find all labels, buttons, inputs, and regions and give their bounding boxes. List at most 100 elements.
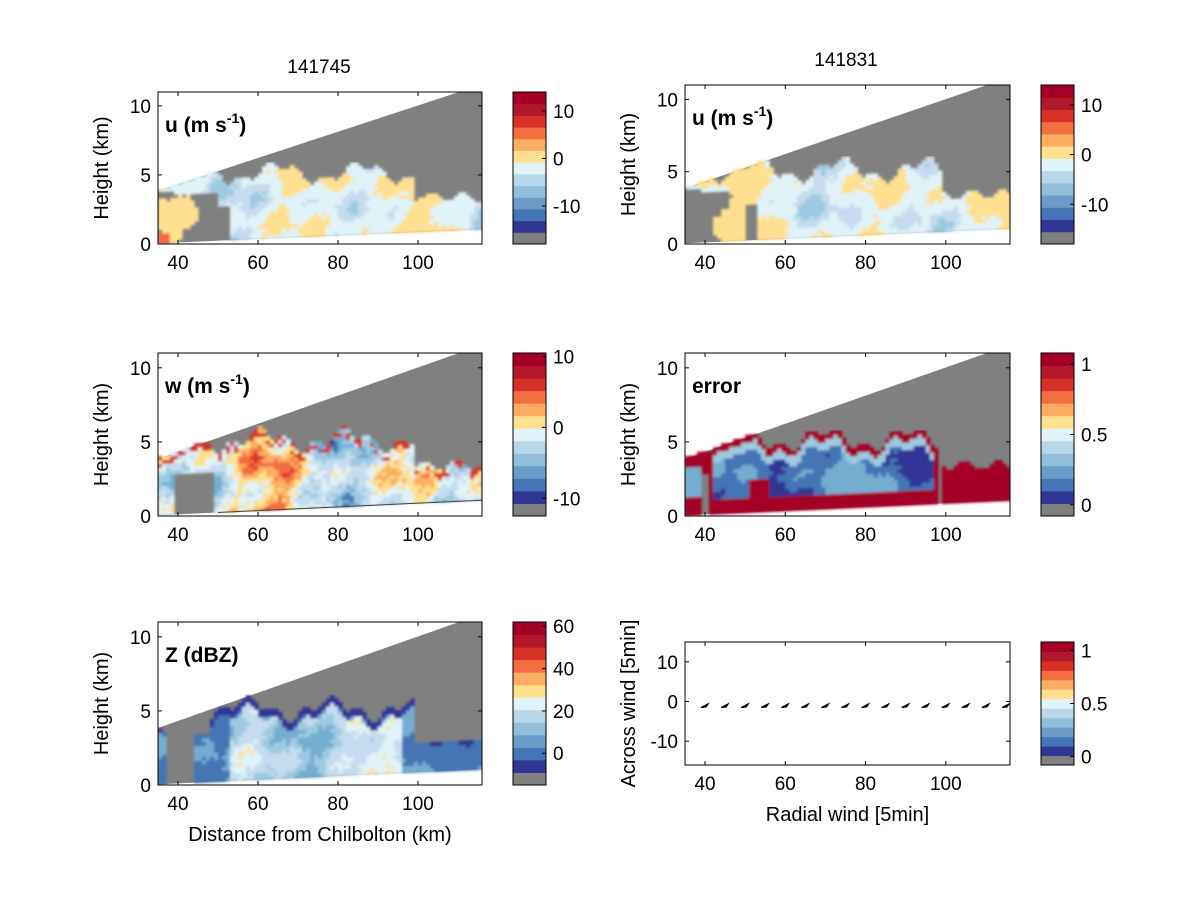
panel-quiver-right: 40 60 80 100 -10 0 10 Across wind [5min] Radial … xyxy=(618,620,1011,826)
y-axis-label: Height (km) xyxy=(618,113,640,216)
panel-label: Z (dBZ) xyxy=(165,644,238,667)
colorbar-segment xyxy=(513,622,546,636)
y-tick-label: 0 xyxy=(140,776,151,797)
x-tick-label: 100 xyxy=(930,253,962,274)
y-tick-label: -10 xyxy=(651,732,678,753)
colorbar-segment xyxy=(1041,440,1074,454)
colorbar-tick-label: 0.5 xyxy=(1081,426,1107,447)
wind-arrow xyxy=(700,702,710,709)
x-axis-label: Distance from Chilbolton (km) xyxy=(188,824,451,846)
colorbar-segment xyxy=(513,722,546,736)
colorbar-segment xyxy=(513,185,546,198)
y-axis-label: Height (km) xyxy=(618,383,640,486)
y-tick-label: 10 xyxy=(657,359,678,380)
y-tick-label: 5 xyxy=(140,166,151,187)
colorbar-segment xyxy=(513,478,546,492)
colorbar-segment xyxy=(513,659,546,673)
y-tick-label: 0 xyxy=(667,507,678,528)
colorbar-tick-label: 1 xyxy=(1081,355,1092,376)
x-tick-label: 100 xyxy=(930,774,962,795)
colorbar-segment xyxy=(1041,679,1074,690)
y-tick-label: 10 xyxy=(130,628,151,649)
colorbar-segment xyxy=(1041,708,1074,719)
x-tick-label: 80 xyxy=(855,253,876,274)
x-tick-label: 100 xyxy=(402,253,434,274)
wind-arrow xyxy=(901,702,911,709)
y-tick-label: 10 xyxy=(657,653,678,674)
colorbar-segment xyxy=(1041,170,1074,184)
colorbar-tick-label: 1 xyxy=(1081,641,1092,662)
colorbar-segment xyxy=(1041,478,1074,492)
y-tick-label: 5 xyxy=(667,433,678,454)
colorbar-segment xyxy=(513,208,546,222)
data-cells xyxy=(158,162,482,244)
axes-frame xyxy=(157,91,483,245)
x-tick-label: 100 xyxy=(402,525,434,546)
panel-label: u (m s-1) xyxy=(165,110,246,137)
y-tick-label: 10 xyxy=(130,97,151,118)
x-tick-label: 40 xyxy=(694,253,715,274)
data-cells xyxy=(685,156,1010,243)
x-axis-label: Radial wind [5min] xyxy=(766,804,929,826)
colorbar-segment xyxy=(1041,378,1074,392)
x-tick-label: 80 xyxy=(855,525,876,546)
figure-title-left: 141745 xyxy=(287,57,350,78)
x-tick-label: 60 xyxy=(775,774,796,795)
colorbar-segment xyxy=(513,220,546,233)
colorbar-segment xyxy=(1041,109,1074,123)
colorbar-segment xyxy=(1041,717,1074,728)
panel-label: u (m s-1) xyxy=(692,103,773,130)
colorbar-segment xyxy=(1041,97,1074,110)
x-tick-label: 40 xyxy=(167,253,188,274)
colorbar-tick-label: -10 xyxy=(553,489,580,510)
colorbar-segment xyxy=(1041,219,1074,233)
panel-u-left: 40 60 80 100 0 5 10 Height (km) u (m s-1) xyxy=(91,91,483,274)
colorbar-segment xyxy=(513,428,546,442)
x-tick-label: 60 xyxy=(247,525,268,546)
y-tick-label: 0 xyxy=(667,235,678,256)
colorbar-segment xyxy=(1041,651,1074,662)
colorbar-segment xyxy=(513,697,546,711)
plot-area xyxy=(158,92,482,244)
colorbar-tick-label: -10 xyxy=(1081,195,1108,216)
colorbar-segment xyxy=(513,390,546,404)
wind-arrow xyxy=(861,702,871,709)
colorbar-segment xyxy=(513,709,546,723)
colorbar: 10 0 -10 xyxy=(512,91,580,245)
colorbar-segment xyxy=(513,759,546,773)
colorbar-segment xyxy=(1041,158,1074,172)
colorbar-tick-label: -10 xyxy=(553,197,580,218)
colorbar-segment xyxy=(513,162,546,175)
colorbar-segment xyxy=(513,734,546,748)
y-tick-label: 0 xyxy=(140,235,151,256)
colorbar-segment xyxy=(513,465,546,479)
colorbar-segment xyxy=(1041,727,1074,738)
colorbar-segment xyxy=(513,440,546,454)
x-tick-label: 40 xyxy=(167,525,188,546)
colorbar-segment xyxy=(1041,415,1074,429)
axes-frame xyxy=(684,352,1011,517)
colorbar-segment xyxy=(1041,490,1074,504)
panel-w-left: 40 60 80 100 0 5 10 Height (km) w (m s-1) xyxy=(91,352,483,546)
colorbar-frame xyxy=(512,621,547,786)
colorbar-segment xyxy=(513,92,546,105)
colorbar-segment xyxy=(1041,85,1074,98)
colorbar-tick-label: 0 xyxy=(553,418,564,439)
x-tick-label: 80 xyxy=(855,774,876,795)
wind-arrow xyxy=(881,702,891,709)
colorbar-tick-label: 0 xyxy=(553,150,564,171)
colorbar-segment xyxy=(513,647,546,661)
axes-frame xyxy=(684,84,1011,245)
colorbar-segment xyxy=(1041,746,1074,757)
x-tick-label: 40 xyxy=(694,774,715,795)
wind-arrow xyxy=(921,702,931,709)
colorbar-segment xyxy=(1041,642,1074,652)
x-tick-label: 60 xyxy=(247,253,268,274)
colorbar-tick-label: 10 xyxy=(1081,96,1102,117)
colorbar-segment xyxy=(513,634,546,648)
wind-arrow xyxy=(841,702,851,709)
y-tick-label: 5 xyxy=(140,433,151,454)
colorbar-segment xyxy=(513,490,546,504)
data-cells xyxy=(158,694,482,785)
colorbar-segment xyxy=(513,138,546,151)
